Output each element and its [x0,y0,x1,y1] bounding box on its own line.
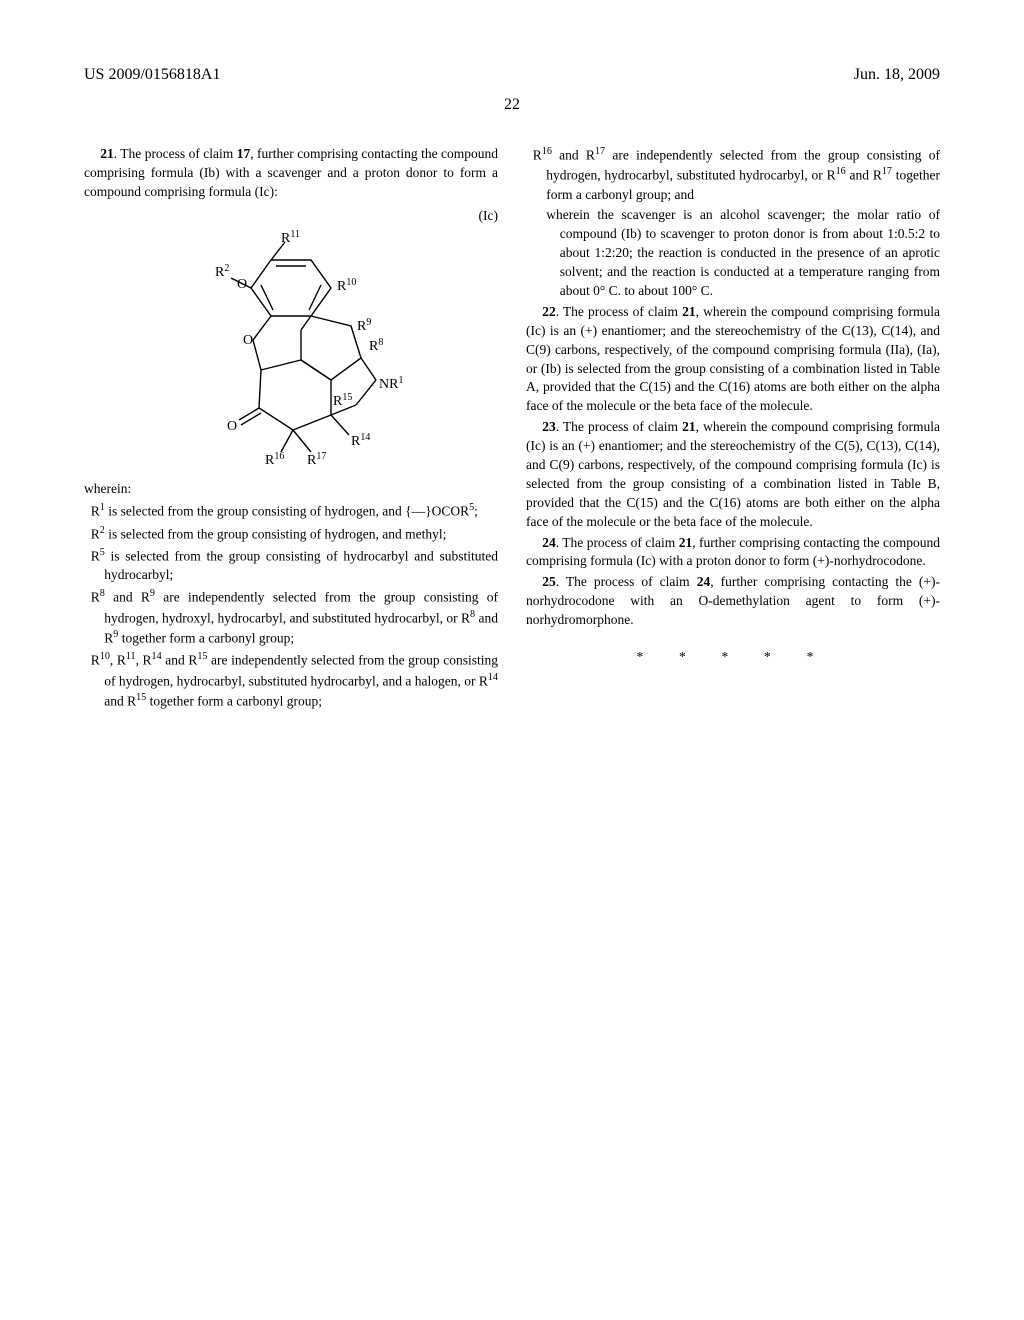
text: . The process of claim [114,146,237,161]
text: and R [162,653,198,668]
text: and R [552,147,595,162]
text: R [533,147,542,162]
sup: 17 [882,166,892,177]
text: R [91,549,100,564]
text: together form a carbonyl group; [146,694,322,709]
svg-text:O: O [227,419,237,434]
sup: 16 [542,146,552,157]
scavenger-wherein: wherein the scavenger is an alcohol scav… [526,206,940,300]
svg-text:NR1: NR1 [379,375,403,393]
wherein-label: wherein: [84,480,498,499]
sup: 16 [836,166,846,177]
page-number: 22 [84,94,940,116]
svg-text:R10: R10 [337,277,356,295]
r10-etc-def: R10, R11, R14 and R15 are independently … [84,650,498,711]
text: , R [110,653,126,668]
text: , R [136,653,152,668]
svg-text:R16: R16 [265,451,284,469]
r8-r9-def: R8 and R9 are independently selected fro… [84,587,498,648]
text: , wherein the compound comprising formul… [526,304,940,413]
chemical-structure-ic: R2 O R11 R10 R9 R8 NR1 O O R14 R15 R16 R… [161,230,421,470]
text: . The process of claim [556,419,682,434]
svg-text:O: O [243,333,253,348]
r16-r17-def: R16 and R17 are independently selected f… [526,145,940,205]
sup: 10 [100,651,110,662]
svg-text:R11: R11 [281,230,300,246]
sup: 17 [595,146,605,157]
text: together form a carbonyl group; [118,631,294,646]
text: R [91,653,100,668]
text: . The process of claim [556,304,682,319]
svg-text:R14: R14 [351,432,370,450]
claim-number: 21 [100,146,114,161]
content-columns: 21. The process of claim 17, further com… [84,145,940,714]
r2-def: R2 is selected from the group consisting… [84,524,498,544]
claim-24: 24. The process of claim 21, further com… [526,534,940,572]
text: R [91,504,100,519]
text: . The process of claim [556,574,697,589]
text: are independently selected from the grou… [104,590,498,625]
claim-number: 22 [542,304,556,319]
claim-number: 24 [542,535,556,550]
svg-text:R2: R2 [215,263,229,281]
sup: 11 [126,651,136,662]
sup: 15 [197,651,207,662]
sup: 14 [488,672,498,683]
r5-def: R5 is selected from the group consisting… [84,546,498,585]
formula-label: (Ic) [84,207,498,226]
claim-number: 23 [542,419,556,434]
text: is selected from the group consisting of… [105,526,447,541]
svg-text:R15: R15 [333,392,352,410]
right-column: R16 and R17 are independently selected f… [526,145,940,714]
r1-def: R1 is selected from the group consisting… [84,501,498,521]
claim-21-intro: 21. The process of claim 17, further com… [84,145,498,202]
text: and R [105,590,150,605]
page-header: US 2009/0156818A1 Jun. 18, 2009 [84,64,940,86]
page: US 2009/0156818A1 Jun. 18, 2009 22 21. T… [0,0,1024,1320]
text: R [91,590,100,605]
end-stars: * * * * * [526,648,940,667]
text: ; [474,504,478,519]
text: is selected from the group consisting of… [105,504,469,519]
claim-ref: 21 [682,419,696,434]
claim-ref: 17 [237,146,251,161]
left-column: 21. The process of claim 17, further com… [84,145,498,714]
sup: 15 [136,692,146,703]
text: and R [104,694,136,709]
claim-number: 25 [542,574,556,589]
svg-text:R17: R17 [307,451,326,469]
text: R [91,526,100,541]
patent-id: US 2009/0156818A1 [84,64,220,86]
svg-text:R8: R8 [369,337,383,355]
text: , wherein the compound comprising formul… [526,419,940,528]
text: . The process of claim [556,535,679,550]
text: is selected from the group consisting of… [104,549,498,583]
svg-text:R9: R9 [357,317,371,335]
claim-25: 25. The process of claim 24, further com… [526,573,940,630]
claim-ref: 21 [682,304,696,319]
publication-date: Jun. 18, 2009 [854,64,940,86]
svg-text:O: O [237,277,247,292]
claim-ref: 21 [679,535,693,550]
claim-ref: 24 [697,574,711,589]
sup: 14 [152,651,162,662]
claim-22: 22. The process of claim 21, wherein the… [526,303,940,416]
claim-23: 23. The process of claim 21, wherein the… [526,418,940,531]
text: and R [846,168,882,183]
